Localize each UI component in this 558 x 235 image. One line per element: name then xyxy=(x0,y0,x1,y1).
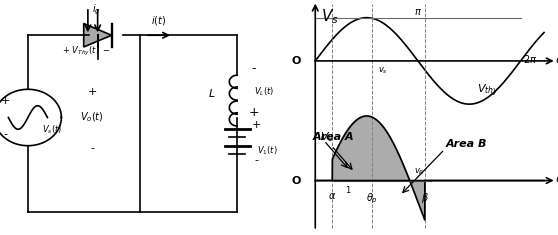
Text: $\omega t$: $\omega t$ xyxy=(555,172,558,184)
Text: $V_L(t)$: $V_L(t)$ xyxy=(254,85,274,98)
Text: $v_s$: $v_s$ xyxy=(378,65,388,76)
Text: +: + xyxy=(252,120,261,129)
Text: $+\ V_{Thy}(t)\ -$: $+\ V_{Thy}(t)\ -$ xyxy=(62,45,111,58)
Text: $V_s$: $V_s$ xyxy=(321,7,339,26)
Text: $\pi$: $\pi$ xyxy=(414,7,422,17)
Text: L: L xyxy=(209,89,215,99)
Text: O: O xyxy=(291,56,300,66)
Text: +: + xyxy=(1,96,10,106)
Text: +: + xyxy=(88,87,97,97)
Text: $\beta$: $\beta$ xyxy=(421,191,429,205)
Text: +: + xyxy=(248,106,259,119)
Text: $i_g$: $i_g$ xyxy=(92,2,101,17)
Text: -: - xyxy=(254,155,259,165)
Text: $V_{thy}$: $V_{thy}$ xyxy=(477,82,499,98)
Text: $V_o(t)$: $V_o(t)$ xyxy=(80,111,104,124)
Text: $v_R$: $v_R$ xyxy=(414,167,425,177)
Text: $\theta_p$: $\theta_p$ xyxy=(367,191,378,206)
Text: $i(t)$: $i(t)$ xyxy=(151,14,167,27)
Text: 1: 1 xyxy=(345,186,350,196)
Polygon shape xyxy=(84,24,112,47)
Text: -: - xyxy=(3,129,8,139)
Text: $\omega t$: $\omega t$ xyxy=(555,53,558,65)
Text: O: O xyxy=(291,176,300,186)
Text: -: - xyxy=(252,62,256,75)
Text: $V_1(t)$: $V_1(t)$ xyxy=(257,144,277,157)
Text: $2\pi$: $2\pi$ xyxy=(523,53,537,65)
Text: $\alpha$: $\alpha$ xyxy=(328,191,336,201)
Text: Area A: Area A xyxy=(312,133,354,142)
Text: Area B: Area B xyxy=(446,139,488,149)
Text: $V_s(t)$: $V_s(t)$ xyxy=(42,123,62,136)
Text: -: - xyxy=(90,143,94,153)
Text: $V_o$: $V_o$ xyxy=(320,130,334,144)
